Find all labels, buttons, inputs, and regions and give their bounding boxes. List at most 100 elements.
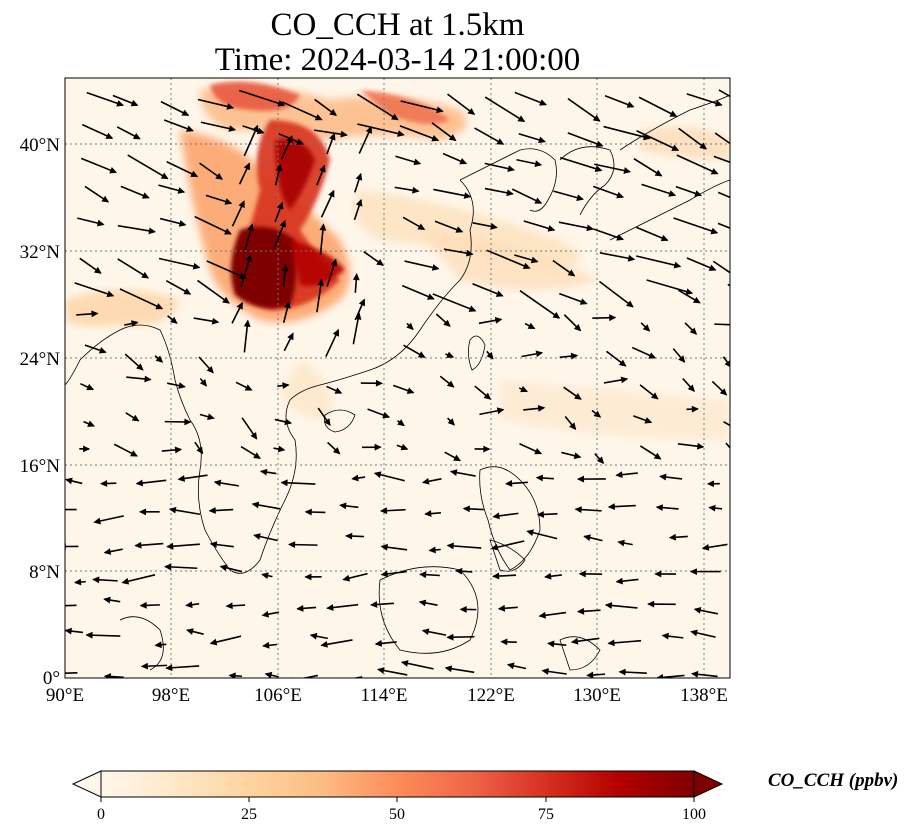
colorbar-gradient	[100, 770, 695, 798]
wind-vector-head	[340, 130, 348, 138]
wind-vector-shaft	[65, 604, 77, 607]
wind-vector-head	[659, 473, 667, 481]
wind-vector-shaft	[727, 283, 730, 287]
wind-vector-head	[276, 201, 284, 210]
wind-vector-head	[706, 480, 714, 488]
wind-vector-head	[428, 546, 436, 554]
wind-vector-head	[431, 264, 440, 271]
wind-vector-head	[570, 352, 579, 360]
wind-vector-head	[650, 392, 659, 400]
wind-vector-head	[701, 543, 710, 551]
wind-vector-head	[418, 599, 427, 607]
lat-tick-16n: 16°N	[19, 456, 60, 477]
wind-vector-head	[251, 501, 260, 509]
wind-vector-head	[181, 109, 190, 116]
wind-vector-head	[444, 665, 453, 673]
wind-vector-head	[595, 140, 604, 147]
wind-vector-head	[539, 99, 547, 106]
wind-vector-head	[183, 288, 192, 295]
wind-vector-head	[314, 114, 323, 121]
wind-vector-head	[288, 541, 296, 549]
wind-vector-head	[537, 405, 546, 412]
wind-vector-head	[530, 256, 539, 264]
wind-vector-head	[626, 300, 634, 308]
wind-vector-head	[446, 542, 454, 550]
wind-vector-head	[93, 266, 102, 274]
wind-vector-head	[339, 502, 347, 510]
wind-vector-head	[535, 350, 544, 358]
wind-vector-shaft	[638, 96, 677, 117]
wind-vector-head	[710, 168, 719, 175]
wind-vector-head	[304, 573, 312, 581]
wind-vector-head	[653, 452, 662, 460]
wind-vector-head	[656, 673, 664, 678]
wind-vector-head	[527, 322, 536, 329]
wind-vector-head	[446, 380, 455, 388]
wind-vector-head	[417, 351, 426, 358]
wind-vector-head	[616, 234, 625, 241]
wind-vector-head	[413, 158, 422, 166]
wind-vector-head	[116, 100, 124, 107]
wind-vector-head	[586, 224, 594, 232]
wind-vector-head	[573, 324, 582, 332]
wind-vector-head	[719, 388, 728, 396]
wind-vector-head	[380, 570, 389, 578]
wind-vector-head	[522, 262, 531, 269]
wind-vector-shaft	[519, 290, 560, 319]
wind-vector-head	[573, 452, 582, 460]
wind-vector-head	[692, 296, 701, 304]
wind-vector-head	[660, 234, 669, 242]
wind-vector-head	[165, 664, 173, 672]
wind-vector-head	[708, 504, 716, 512]
lon-tick-122e: 122°E	[467, 685, 515, 706]
colorbar	[71, 770, 724, 802]
wind-vector-head	[576, 607, 585, 615]
wind-vector-shaft	[117, 258, 149, 279]
wind-vector-head	[400, 660, 409, 667]
wind-vector-head	[215, 172, 223, 180]
wind-vector-head	[406, 322, 414, 331]
wind-vector-head	[130, 450, 138, 457]
wind-vector-head	[178, 382, 186, 389]
wind-vector-head	[654, 570, 662, 578]
wind-vector-head	[296, 605, 304, 612]
map-frame	[64, 77, 731, 679]
colorbar-tick-25: 25	[241, 806, 257, 823]
wind-vector-head	[196, 446, 204, 455]
wind-vector-head	[209, 541, 218, 548]
wind-vector-head	[287, 332, 294, 341]
wind-vector-shaft	[127, 154, 168, 180]
wind-vector-head	[661, 632, 669, 640]
wind-vector-shaft	[197, 98, 234, 109]
wind-vector-head	[330, 258, 338, 267]
wind-vector-head	[583, 534, 591, 542]
wind-vector-head	[135, 479, 144, 487]
wind-vector-shaft	[567, 97, 601, 122]
wind-vector-head	[616, 191, 625, 199]
wind-vector-head	[365, 126, 372, 134]
wind-vector-head	[648, 352, 657, 359]
wind-vector-head	[101, 195, 110, 203]
wind-vector-head	[421, 477, 430, 485]
wind-vector-head	[131, 414, 140, 422]
lon-tick-90e: 90°E	[45, 685, 85, 706]
wind-vector-head	[678, 355, 686, 363]
wind-vector-head	[261, 610, 270, 618]
wind-vector-head	[506, 662, 515, 670]
wind-vector-head	[687, 384, 695, 392]
wind-vector-head	[691, 405, 699, 413]
wind-vector-head	[332, 328, 339, 337]
wind-vector-head	[547, 640, 555, 648]
wind-vector-head	[576, 194, 584, 201]
wind-vector-head	[192, 262, 201, 270]
wind-vector-head	[607, 503, 615, 511]
wind-vector-shaft	[686, 93, 722, 106]
wind-vector-head	[400, 443, 409, 451]
wind-vector-head	[607, 639, 615, 647]
wind-vector-head	[320, 640, 328, 648]
wind-vector-head	[352, 272, 360, 281]
wind-vector-head	[207, 413, 215, 420]
wind-vector-head	[490, 223, 498, 230]
wind-vector-head	[426, 293, 435, 300]
wind-vector-head	[98, 347, 107, 354]
